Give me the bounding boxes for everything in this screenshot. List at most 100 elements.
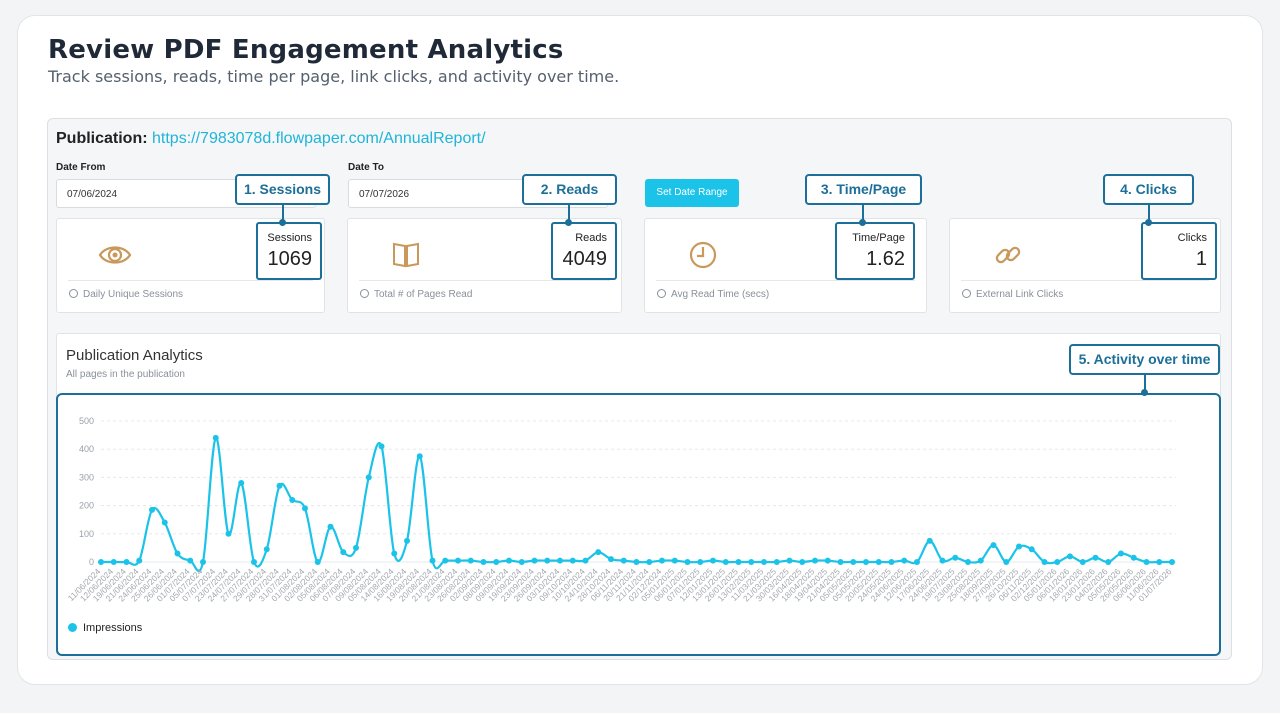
time-stat: Time/Page 1.62 xyxy=(835,222,915,280)
impressions-point xyxy=(506,557,512,564)
callout-connector xyxy=(1144,373,1146,393)
impressions-point xyxy=(875,559,882,565)
callout-connector xyxy=(568,204,570,222)
impressions-point xyxy=(467,557,474,564)
y-tick-label: 500 xyxy=(79,416,94,426)
reads-stat: Reads 4049 xyxy=(551,222,617,280)
chart-legend[interactable]: Impressions xyxy=(68,622,142,634)
callout-dot xyxy=(565,219,572,226)
impressions-point xyxy=(863,559,869,565)
impressions-line-chart: 010020030040050011/06/202412/06/202419/0… xyxy=(66,416,1176,603)
impressions-point xyxy=(633,559,640,565)
impressions-point xyxy=(200,559,206,565)
reads-stat-label: Reads xyxy=(575,232,607,244)
impressions-point xyxy=(327,523,334,530)
time-footer-text: Avg Read Time (secs) xyxy=(671,289,770,300)
impressions-point xyxy=(646,559,653,565)
impressions-point xyxy=(697,559,704,565)
impressions-point xyxy=(569,557,576,564)
impressions-point xyxy=(582,557,589,564)
reads-callout: 2. Reads xyxy=(522,174,617,205)
impressions-point xyxy=(926,537,933,544)
publication-label: Publication: xyxy=(56,130,148,147)
impressions-point xyxy=(1067,553,1073,560)
impressions-point xyxy=(557,557,563,564)
impressions-point xyxy=(123,559,130,565)
impressions-point xyxy=(799,559,806,565)
sessions-stat: Sessions 1069 xyxy=(256,222,322,280)
publication-line: Publication: https://7983078d.flowpaper.… xyxy=(56,130,486,148)
impressions-point xyxy=(671,557,678,564)
impressions-point xyxy=(977,557,984,564)
impressions-point xyxy=(1130,554,1137,561)
impressions-point xyxy=(531,557,538,564)
impressions-point xyxy=(1028,546,1035,553)
impressions-point xyxy=(518,559,525,565)
page-subtitle: Track sessions, reads, time per page, li… xyxy=(48,67,620,86)
clicks-stat-label: Clicks xyxy=(1177,232,1207,244)
chart-highlight-frame xyxy=(56,393,1221,656)
impressions-point xyxy=(684,559,691,565)
impressions-point xyxy=(1041,559,1048,565)
eye-icon xyxy=(98,246,132,264)
time-callout: 3. Time/Page xyxy=(805,174,922,205)
book-icon xyxy=(393,242,419,268)
impressions-point xyxy=(455,557,461,564)
impressions-point xyxy=(939,557,946,564)
impressions-point xyxy=(404,537,410,544)
legend-marker xyxy=(68,623,77,632)
clock-icon xyxy=(689,241,717,269)
impressions-point xyxy=(544,557,551,564)
impressions-point xyxy=(302,505,308,512)
impressions-point xyxy=(1105,559,1112,565)
card-divider xyxy=(68,280,313,281)
analytics-subtitle: All pages in the publication xyxy=(66,369,185,380)
impressions-point xyxy=(812,557,818,564)
impressions-point xyxy=(263,546,270,553)
callout-dot xyxy=(1145,219,1152,226)
impressions-point xyxy=(1054,559,1061,565)
clicks-footer: External Link Clicks xyxy=(962,289,1063,300)
publication-link[interactable]: https://7983078d.flowpaper.com/AnnualRep… xyxy=(152,130,486,147)
impressions-point xyxy=(1118,550,1124,557)
impressions-point xyxy=(378,443,385,450)
impressions-point xyxy=(187,557,194,564)
impressions-point xyxy=(161,519,168,526)
sessions-stat-label: Sessions xyxy=(267,232,312,244)
set-date-range-button[interactable]: Set Date Range xyxy=(645,179,739,207)
impressions-point xyxy=(98,559,104,565)
time-stat-value: 1.62 xyxy=(866,248,905,270)
impressions-point xyxy=(110,559,117,565)
impressions-point xyxy=(225,530,232,537)
reads-footer: Total # of Pages Read xyxy=(360,289,472,300)
date-from-label: Date From xyxy=(56,162,106,173)
clicks-footer-text: External Link Clicks xyxy=(976,289,1064,300)
impressions-point xyxy=(442,557,449,564)
page-title: Review PDF Engagement Analytics xyxy=(48,35,564,65)
impressions-point xyxy=(1092,554,1099,561)
clock-small-icon xyxy=(962,289,971,298)
y-tick-label: 400 xyxy=(79,444,94,454)
impressions-point xyxy=(965,559,971,565)
callout-connector xyxy=(282,204,284,222)
impressions-point xyxy=(595,549,602,556)
impressions-point xyxy=(850,559,857,565)
impressions-point xyxy=(353,544,359,551)
impressions-point xyxy=(251,559,257,565)
callout-dot xyxy=(859,219,866,226)
card-divider xyxy=(359,280,610,281)
impressions-point xyxy=(276,482,283,489)
impressions-point xyxy=(722,559,729,565)
impressions-point xyxy=(748,559,755,565)
analytics-title: Publication Analytics xyxy=(66,347,203,364)
impressions-point xyxy=(314,559,321,565)
card-divider xyxy=(656,280,915,281)
legend-label: Impressions xyxy=(83,622,143,634)
impressions-point xyxy=(149,506,155,513)
impressions-point xyxy=(837,559,844,565)
impressions-point xyxy=(914,559,920,565)
impressions-point xyxy=(212,434,219,441)
impressions-point xyxy=(824,557,831,564)
impressions-point xyxy=(608,556,614,563)
impressions-point xyxy=(136,557,143,564)
